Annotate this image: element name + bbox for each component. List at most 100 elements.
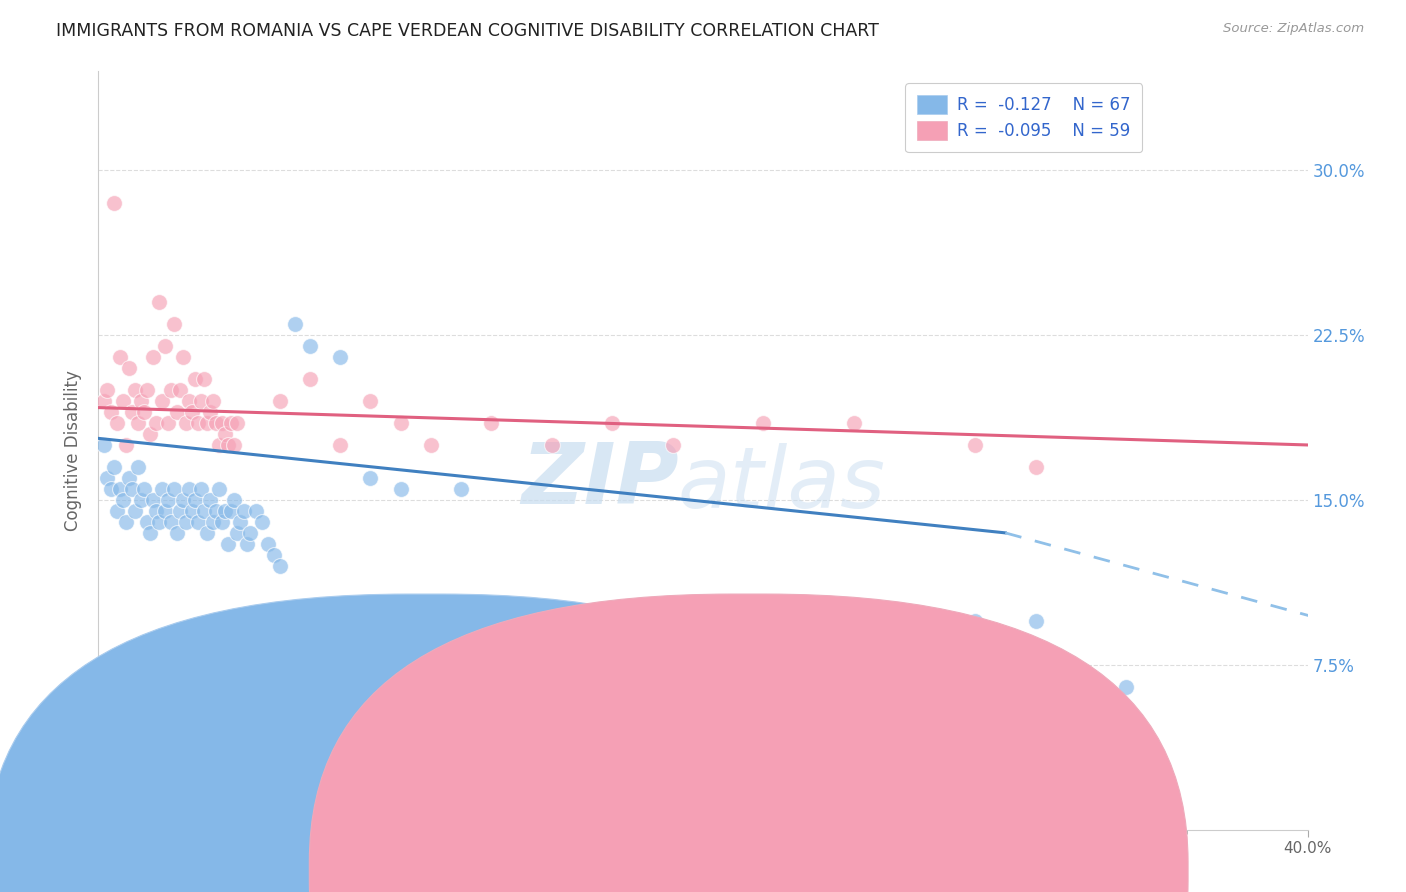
Point [299,372,322,386]
Point [150,394,173,409]
Point [420,438,443,452]
Point [226,416,249,430]
Point [965,614,987,628]
Point [224,492,246,507]
Point [127,459,149,474]
Point [844,669,866,683]
Point [965,438,987,452]
Point [329,350,352,364]
Point [217,438,239,452]
Point [481,416,503,430]
Point [129,492,152,507]
Point [96,471,118,485]
Point [299,339,322,353]
Point [214,504,236,518]
Point [631,624,654,639]
Point [224,438,246,452]
Point [132,482,155,496]
Point [208,438,231,452]
Point [269,558,291,573]
Point [217,537,239,551]
Point [169,504,191,518]
Point [100,405,122,419]
Point [105,504,128,518]
Point [190,394,212,409]
Point [1024,614,1046,628]
Point [1115,680,1137,694]
Point [193,504,215,518]
Point [221,416,243,430]
Point [250,515,273,529]
Point [360,394,382,409]
Point [135,515,157,529]
Point [129,394,152,409]
Point [160,515,183,529]
Point [205,416,228,430]
Point [389,482,412,496]
Point [160,383,183,397]
Point [145,416,167,430]
Point [205,504,228,518]
Point [181,405,204,419]
Point [142,350,165,364]
Point [195,416,218,430]
Point [202,515,225,529]
Point [195,525,218,540]
Point [121,482,143,496]
Point [166,525,188,540]
Point [263,548,285,562]
Text: ZIP: ZIP [522,439,679,523]
Point [235,537,257,551]
Point [211,515,233,529]
Point [692,647,714,661]
Point [229,515,252,529]
Point [239,525,262,540]
Point [1024,459,1046,474]
Point [114,438,136,452]
Point [145,504,167,518]
Point [132,405,155,419]
Point [163,317,186,331]
Point [111,492,134,507]
Point [179,394,201,409]
Point [93,394,115,409]
Point [752,416,775,430]
Point [200,492,222,507]
Point [226,525,249,540]
Point [118,361,141,376]
Point [103,459,125,474]
Point [661,438,683,452]
Point [844,416,866,430]
Text: Cape Verdeans: Cape Verdeans [786,859,901,874]
Point [153,504,176,518]
Point [190,482,212,496]
Point [156,492,179,507]
Point [148,515,170,529]
Point [181,504,204,518]
Text: atlas: atlas [678,443,886,526]
Point [142,492,165,507]
Point [208,482,231,496]
Y-axis label: Cognitive Disability: Cognitive Disability [63,370,82,531]
Point [540,636,562,650]
Point [450,482,472,496]
Point [245,504,267,518]
Legend: R =  -0.127    N = 67, R =  -0.095    N = 59: R = -0.127 N = 67, R = -0.095 N = 59 [905,84,1142,152]
Point [211,416,233,430]
Point [118,471,141,485]
Point [232,504,254,518]
Point [172,492,194,507]
Point [193,372,215,386]
Point [329,438,352,452]
Point [174,515,197,529]
Point [221,504,243,518]
Point [127,416,149,430]
Point [174,416,197,430]
Point [179,482,201,496]
Point [100,482,122,496]
Point [96,383,118,397]
Point [360,471,382,485]
Point [108,350,131,364]
Point [111,394,134,409]
Point [269,394,291,409]
